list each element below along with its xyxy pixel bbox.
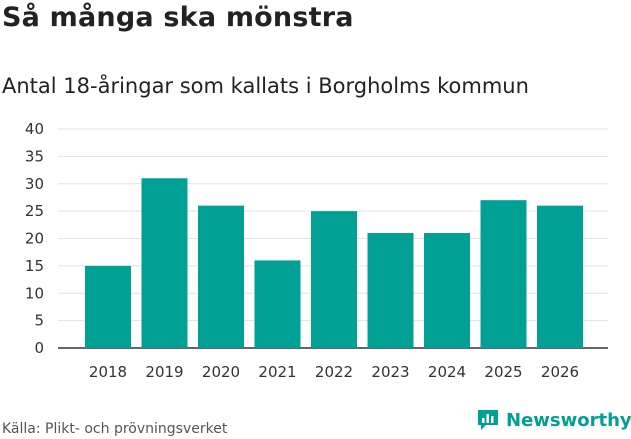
brand-logo: Newsworthy [476,408,631,432]
y-tick-label: 25 [25,202,44,220]
bar-2022 [311,211,357,348]
bar-2020 [198,205,244,348]
bar-2019 [141,178,188,348]
x-tick-label: 2024 [428,363,466,381]
x-tick-label: 2023 [371,363,409,381]
x-tick-label: 2021 [258,363,296,381]
y-tick-label: 30 [25,175,44,193]
y-tick-label: 5 [34,312,44,330]
bar-2026 [537,205,583,348]
chart-subtitle: Antal 18-åringar som kallats i Borgholms… [2,74,529,98]
x-tick-label: 2025 [484,363,522,381]
bar-2021 [254,260,301,348]
bar-2024 [424,233,470,348]
x-tick-label: 2019 [145,363,183,381]
bar-2025 [480,200,527,348]
y-axis-ticks: 0 5 10 15 20 25 30 35 40 [25,120,44,357]
x-tick-label: 2022 [315,363,353,381]
x-tick-label: 2020 [202,363,240,381]
brand-name: Newsworthy [506,409,631,431]
y-tick-label: 15 [25,257,44,275]
x-tick-label: 2018 [89,363,127,381]
y-tick-label: 20 [25,230,44,248]
bar-chart-icon [478,410,498,430]
bar-2018 [85,265,131,348]
chart-title: Så många ska mönstra [2,2,354,33]
source-note: Källa: Plikt- och prövningsverket [2,421,228,437]
bar-2023 [367,233,414,348]
y-tick-label: 40 [25,120,44,138]
x-axis-ticks: 2018 2019 2020 2021 2022 2023 2024 2025 2026 [89,363,579,381]
bars [85,178,583,348]
y-tick-label: 35 [25,147,44,165]
y-tick-label: 0 [34,339,44,357]
x-tick-label: 2026 [541,363,579,381]
y-tick-label: 10 [25,284,44,302]
